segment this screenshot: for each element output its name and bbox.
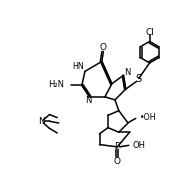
Text: N: N: [86, 96, 92, 105]
Text: S: S: [136, 74, 142, 84]
Text: HN: HN: [72, 62, 84, 70]
Text: •OH: •OH: [140, 113, 156, 122]
Text: N: N: [38, 117, 45, 126]
Text: P: P: [115, 142, 120, 151]
Text: O: O: [114, 157, 121, 166]
Text: N: N: [124, 68, 130, 77]
Text: Cl: Cl: [145, 28, 154, 37]
Text: O: O: [100, 43, 107, 52]
Text: H₂N: H₂N: [48, 80, 64, 89]
Text: OH: OH: [133, 141, 146, 150]
